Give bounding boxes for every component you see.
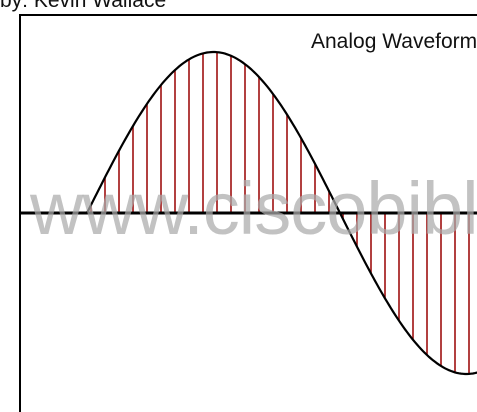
sample-lines <box>90 52 470 374</box>
analog-waveform-curve <box>86 50 477 376</box>
top-caption: by: Kevin Wallace <box>0 0 167 12</box>
diagram-title: Analog Waveform <box>311 30 477 53</box>
